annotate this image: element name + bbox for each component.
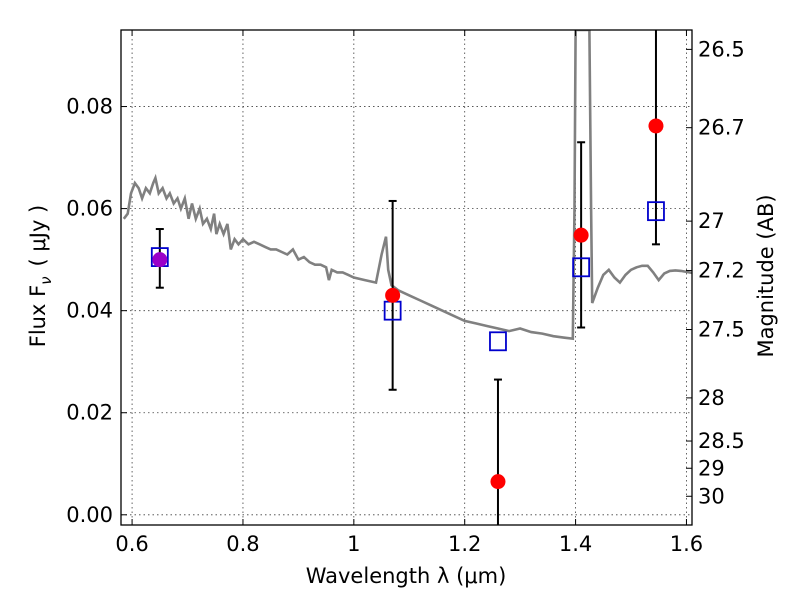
spectrum-series (122, 30, 692, 341)
right-tick-label: 26.5 (698, 37, 745, 61)
observed-point (573, 227, 589, 243)
plot-area (121, 30, 692, 525)
x-tick-label: 1.4 (559, 532, 592, 556)
x-tick-label: 1 (347, 532, 360, 556)
y-axis-title-subscript: ν (37, 276, 55, 284)
observed-series (152, 118, 664, 490)
observed-point (385, 287, 401, 303)
plot-background (121, 30, 692, 525)
x-tick-label: 1.2 (448, 532, 481, 556)
observed-point (152, 252, 168, 268)
right-tick-label: 27.5 (698, 318, 745, 342)
right-axis-title: Magnitude (AB) (754, 194, 778, 357)
y-tick-label: 0.00 (66, 503, 113, 527)
right-tick-label: 29 (698, 456, 725, 480)
axis-ticks: 0.6 0.8 1 1.2 1.4 1.6 0.00 0.02 0.04 0.06 0.08 26.5… (66, 30, 745, 556)
model-point (572, 257, 591, 278)
y-tick-label: 0.08 (66, 95, 113, 119)
spectrum-line (122, 30, 692, 341)
observed-point (648, 118, 664, 134)
axes-frame (120, 29, 693, 526)
plot-frame (120, 29, 693, 526)
x-tick-label: 1.6 (670, 532, 703, 556)
grid-lines (121, 30, 692, 525)
y-tick-label: 0.06 (66, 197, 113, 221)
right-tick-label: 28 (698, 386, 725, 410)
right-tick-label: 26.7 (698, 116, 745, 140)
right-tick-label: 30 (698, 484, 725, 508)
y-axis-title: Flux Fν ( μJy ) (26, 205, 55, 348)
x-tick-label: 0.8 (226, 532, 259, 556)
y-tick-label: 0.04 (66, 299, 113, 323)
right-tick-label: 27.2 (698, 259, 745, 283)
model-point (647, 201, 665, 222)
x-axis-title: Wavelength λ (μm) (306, 564, 507, 588)
x-tick-label: 0.6 (115, 532, 148, 556)
y-axis-title-main: Flux F (26, 285, 50, 347)
y-axis-title-unit: ( μJy ) (26, 205, 50, 267)
right-tick-label: 27 (698, 209, 725, 233)
right-tick-label: 28.5 (698, 429, 745, 453)
model-point (489, 331, 507, 352)
observed-point (490, 474, 506, 490)
y-tick-label: 0.02 (66, 401, 113, 425)
